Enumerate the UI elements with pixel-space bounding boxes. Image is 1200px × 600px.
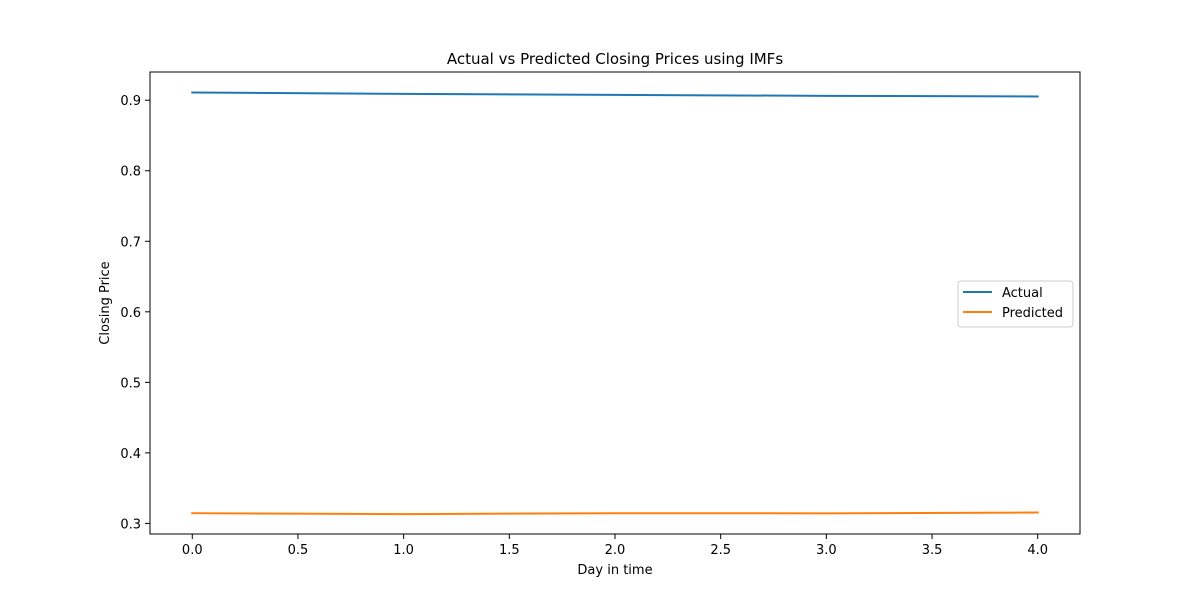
y-tick-label: 0.6: [120, 306, 141, 321]
x-axis-title: Day in time: [577, 563, 652, 578]
x-tick-label: 2.0: [605, 543, 626, 558]
x-tick-label: 4.0: [1027, 543, 1048, 558]
series-line-actual: [191, 91, 1039, 98]
axes-frame: [149, 71, 1081, 535]
y-tick-label: 0.8: [120, 165, 141, 180]
y-tick-label: 0.5: [120, 376, 141, 391]
x-tick-label: 0.0: [182, 543, 203, 558]
x-tick-label: 0.5: [288, 543, 309, 558]
y-tick-label: 0.9: [120, 94, 141, 109]
x-tick-label: 3.0: [816, 543, 837, 558]
x-tick-label: 2.5: [710, 543, 731, 558]
x-tick-label: 1.5: [499, 543, 520, 558]
y-axis-title: Closing Price: [98, 261, 113, 344]
plot-area: 0.0 0.5 1.0 1.5 2.0 2.5 3.0 3.5 4.0 0.3 0.4 0.5 0.6 0…: [120, 71, 1081, 558]
x-tick-label: 1.0: [393, 543, 414, 558]
legend-label-actual: Actual: [1002, 286, 1043, 301]
x-tick-label: 3.5: [922, 543, 943, 558]
y-tick-label: 0.7: [120, 235, 141, 250]
y-tick-label: 0.3: [120, 517, 141, 532]
series-line-predicted: [191, 511, 1039, 516]
legend-label-predicted: Predicted: [1002, 306, 1063, 321]
legend: Actual Predicted: [957, 280, 1074, 328]
chart-title: Actual vs Predicted Closing Prices using…: [447, 50, 783, 68]
y-tick-label: 0.4: [120, 447, 141, 462]
